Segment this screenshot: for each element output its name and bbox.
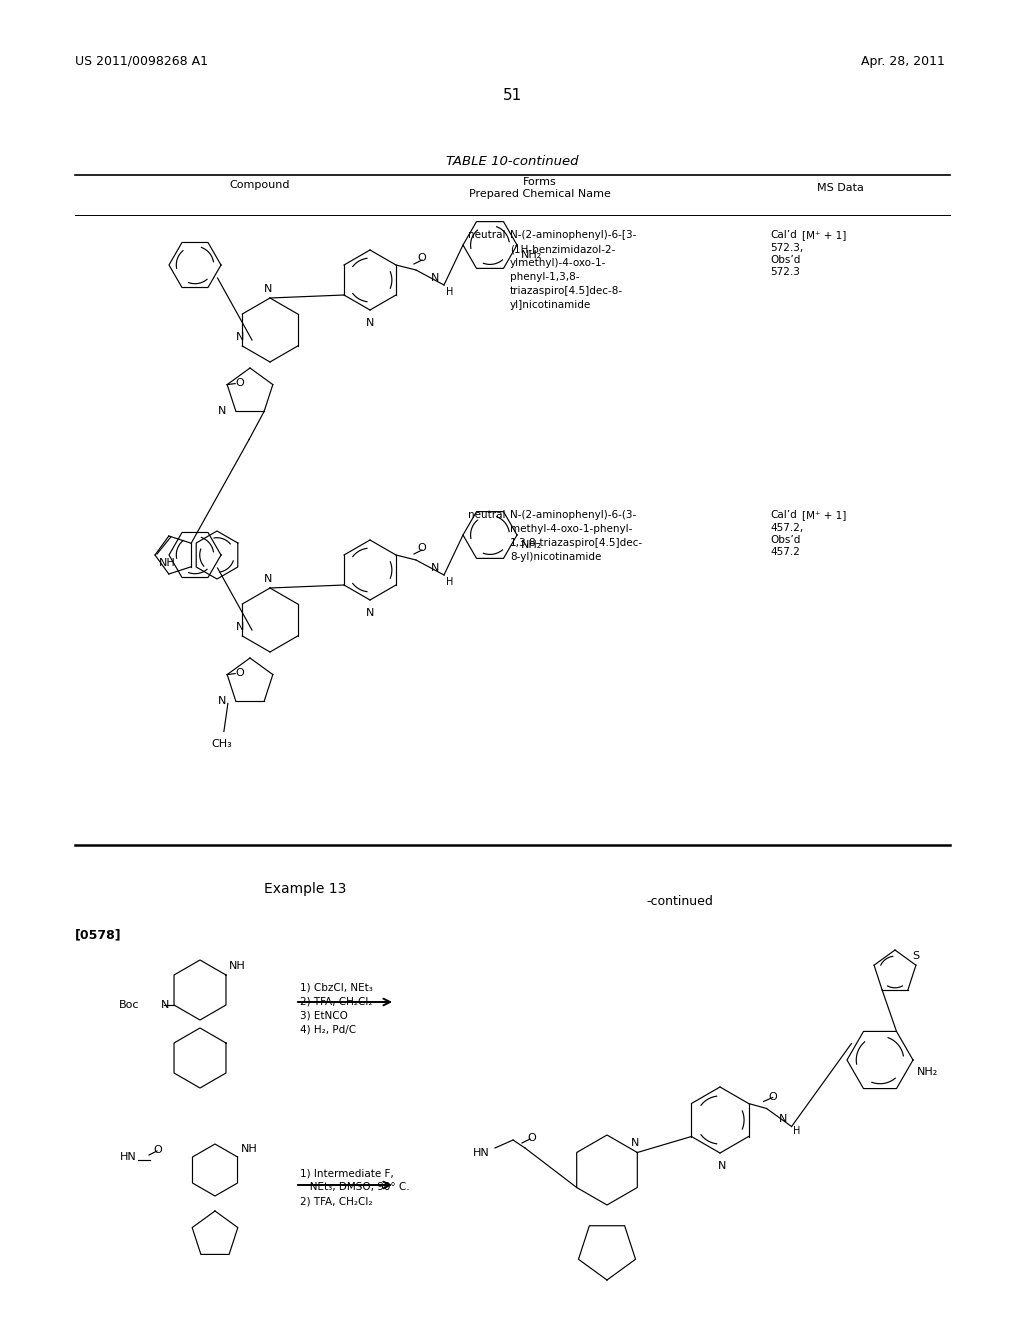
Text: N: N — [718, 1162, 726, 1171]
Text: N: N — [264, 284, 272, 294]
Text: 1) CbzCl, NEt₃
2) TFA, CH₂Cl₂
3) EtNCO
4) H₂, Pd/C: 1) CbzCl, NEt₃ 2) TFA, CH₂Cl₂ 3) EtNCO 4… — [300, 982, 373, 1034]
Text: 1) Intermediate F,
   NEt₃, DMSO, 90° C.
2) TFA, CH₂Cl₂: 1) Intermediate F, NEt₃, DMSO, 90° C. 2)… — [300, 1168, 410, 1206]
Text: -continued: -continued — [646, 895, 714, 908]
Text: N: N — [217, 697, 226, 706]
Text: Example 13: Example 13 — [264, 882, 346, 896]
Text: neutral: neutral — [468, 510, 506, 520]
Text: NH: NH — [229, 961, 246, 972]
Text: NH₂: NH₂ — [918, 1067, 938, 1077]
Text: NH₂: NH₂ — [521, 540, 543, 550]
Text: N: N — [264, 574, 272, 583]
Text: N: N — [236, 333, 244, 342]
Text: O: O — [417, 253, 426, 263]
Text: H: H — [446, 577, 454, 587]
Text: NH₂: NH₂ — [521, 249, 543, 260]
Text: 572.3,: 572.3, — [770, 243, 803, 253]
Text: H: H — [446, 286, 454, 297]
Text: O: O — [527, 1133, 536, 1143]
Text: N: N — [631, 1138, 640, 1148]
Text: N-(2-aminophenyl)-6-[3-
(1H-benzimidazol-2-
ylmethyl)-4-oxo-1-
phenyl-1,3,8-
tri: N-(2-aminophenyl)-6-[3- (1H-benzimidazol… — [510, 230, 636, 310]
Text: Cal’d: Cal’d — [770, 230, 797, 240]
Text: CH₃: CH₃ — [212, 739, 232, 750]
Text: HN: HN — [473, 1148, 490, 1158]
Text: N: N — [366, 318, 374, 327]
Text: S: S — [912, 952, 920, 961]
Text: NH: NH — [159, 558, 175, 568]
Text: N: N — [431, 564, 439, 573]
Text: 51: 51 — [503, 88, 521, 103]
Text: Obs’d: Obs’d — [770, 255, 801, 265]
Text: N: N — [431, 273, 439, 282]
Text: Boc: Boc — [119, 1001, 139, 1010]
Text: H: H — [793, 1126, 800, 1137]
Text: N: N — [217, 407, 226, 416]
Text: O: O — [417, 543, 426, 553]
Text: O: O — [236, 668, 244, 677]
Text: O: O — [769, 1092, 777, 1101]
Text: US 2011/0098268 A1: US 2011/0098268 A1 — [75, 55, 208, 69]
Text: O: O — [153, 1144, 162, 1155]
Text: N: N — [161, 1001, 169, 1010]
Text: Forms: Forms — [523, 177, 557, 187]
Text: Apr. 28, 2011: Apr. 28, 2011 — [861, 55, 945, 69]
Text: [M⁺ + 1]: [M⁺ + 1] — [802, 510, 847, 520]
Text: 572.3: 572.3 — [770, 267, 800, 277]
Text: TABLE 10-continued: TABLE 10-continued — [445, 154, 579, 168]
Text: Cal’d: Cal’d — [770, 510, 797, 520]
Text: [0578]: [0578] — [75, 928, 122, 941]
Text: neutral: neutral — [468, 230, 506, 240]
Text: 457.2,: 457.2, — [770, 523, 803, 533]
Text: O: O — [236, 378, 244, 388]
Text: N-(2-aminophenyl)-6-(3-
methyl-4-oxo-1-phenyl-
1,3,8-triazaspiro[4.5]dec-
8-yl)n: N-(2-aminophenyl)-6-(3- methyl-4-oxo-1-p… — [510, 510, 643, 562]
Text: N: N — [236, 622, 244, 632]
Text: Prepared Chemical Name: Prepared Chemical Name — [469, 189, 611, 199]
Text: HN: HN — [120, 1152, 137, 1162]
Text: 457.2: 457.2 — [770, 546, 800, 557]
Text: [M⁺ + 1]: [M⁺ + 1] — [802, 230, 847, 240]
Text: Obs’d: Obs’d — [770, 535, 801, 545]
Text: N: N — [366, 609, 374, 618]
Text: MS Data: MS Data — [816, 183, 863, 193]
Text: Compound: Compound — [229, 180, 290, 190]
Text: N: N — [779, 1114, 787, 1125]
Text: NH: NH — [241, 1144, 257, 1154]
